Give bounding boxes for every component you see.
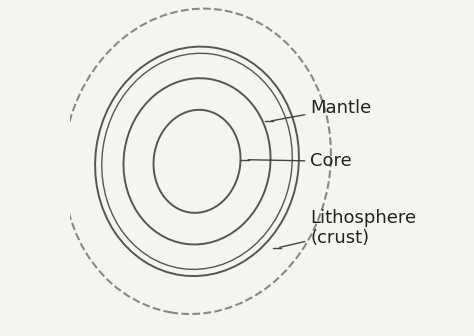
Text: Lithosphere
(crust): Lithosphere (crust) [280,209,417,247]
Text: Core: Core [248,152,352,170]
Text: Mantle: Mantle [272,99,372,121]
